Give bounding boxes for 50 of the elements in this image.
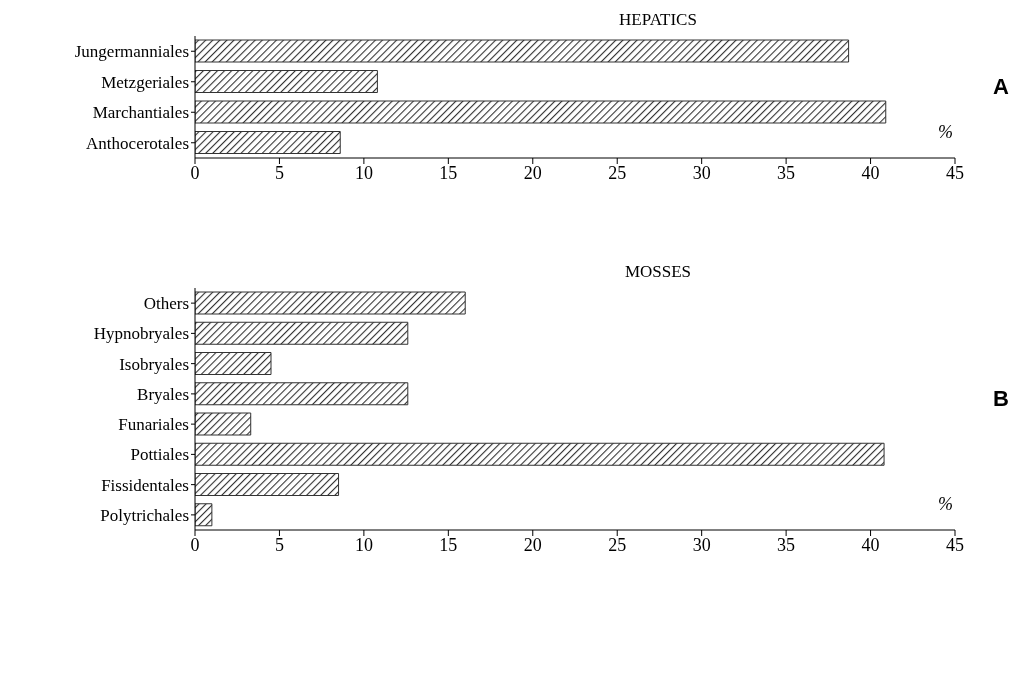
x-tick-label: 5: [274, 162, 284, 183]
y-tick-label: Pottiales: [130, 445, 189, 465]
y-tick-label: Bryales: [137, 384, 189, 404]
x-tick-label: 0: [190, 534, 200, 555]
bar: [195, 352, 272, 375]
annotation: %: [938, 122, 953, 143]
x-tick-label: 40: [861, 534, 880, 555]
bar: [195, 291, 466, 315]
x-tick-label: 30: [692, 534, 711, 555]
y-tick-label: Isobryales: [119, 354, 189, 374]
bar: [195, 39, 850, 63]
bar: [195, 321, 409, 345]
chart-title: HEPATICS: [618, 10, 698, 31]
y-tick-label: Anthocerotales: [86, 133, 189, 153]
bar: [195, 100, 887, 124]
bar: [195, 70, 378, 93]
bar: [195, 412, 252, 436]
y-tick-label: Polytrichales: [100, 505, 189, 525]
x-tick-label: 20: [523, 534, 542, 555]
y-tick-label: Hypnobryales: [93, 324, 189, 344]
bar: [195, 442, 885, 466]
y-tick-label: Fissidentales: [101, 475, 189, 495]
x-tick-label: 30: [692, 162, 711, 183]
y-tick-label: Jungermanniales: [74, 42, 189, 62]
x-tick-label: 40: [861, 162, 880, 183]
bar: [195, 382, 409, 406]
x-tick-label: 20: [523, 162, 542, 183]
x-tick-label: 5: [274, 534, 284, 555]
text: B: [993, 386, 1009, 412]
x-tick-label: 35: [777, 162, 796, 183]
x-tick-label: 15: [439, 162, 458, 183]
annotation: %: [938, 494, 953, 515]
chart-title: MOSSES: [623, 262, 693, 283]
x-tick-label: 0: [190, 162, 200, 183]
x-tick-label: 45: [946, 534, 964, 555]
x-tick-label: 45: [946, 162, 964, 183]
x-tick-label: 25: [608, 162, 627, 183]
y-tick-label: Marchantiales: [92, 103, 189, 123]
bar: [195, 503, 213, 527]
y-tick-label: Others: [143, 294, 189, 314]
x-tick-label: 10: [354, 162, 373, 183]
x-tick-label: 10: [354, 534, 373, 555]
text: A: [993, 74, 1009, 100]
x-tick-label: 35: [777, 534, 796, 555]
x-tick-label: 25: [608, 534, 627, 555]
bar: [195, 473, 340, 496]
bar: [195, 131, 341, 154]
y-tick-label: Funariales: [118, 415, 189, 435]
y-tick-label: Metzgeriales: [101, 72, 189, 92]
x-tick-label: 15: [439, 534, 458, 555]
